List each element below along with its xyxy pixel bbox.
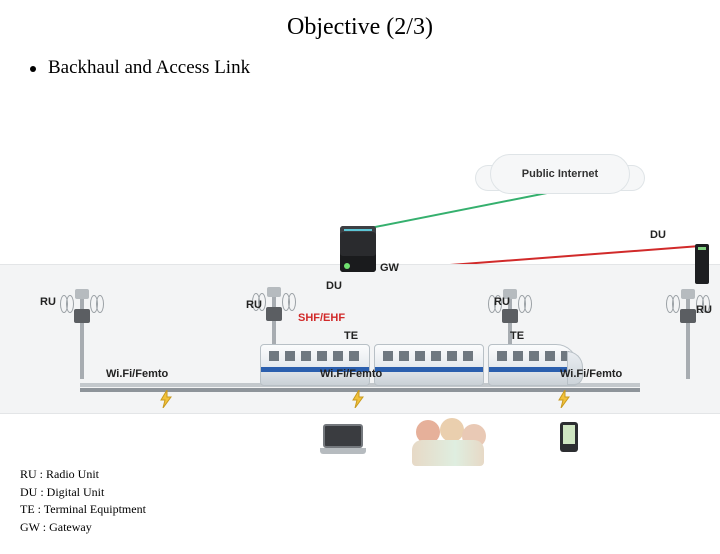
train [260,344,580,386]
internet-cloud: Public Internet [490,154,630,194]
ru-label-left: RU [40,296,56,308]
ru-pole-4 [686,299,690,379]
legend-du: DU : Digital Unit [20,484,146,501]
wifi-bolt-icon [556,390,572,408]
ru-label-mid: RU [494,296,510,308]
du-device-icon [695,244,709,284]
du-label-center: DU [326,280,342,292]
wifi-label-2: Wi.Fi/Femto [320,368,382,380]
page-title: Objective (2/3) [0,14,720,41]
shf-ehf-label: SHF/EHF [298,312,345,324]
wifi-bolt-icon [158,390,174,408]
bullet-line: Backhaul and Access Link [30,57,720,79]
wifi-bolt-icon [350,390,366,408]
te-label-right: TE [510,330,524,342]
legend-gw: GW : Gateway [20,519,146,536]
laptop-icon [320,424,366,454]
gw-label: GW [380,262,399,274]
ru-pole-1 [80,299,84,379]
legend-te: TE : Terminal Equiptment [20,501,146,518]
legend: RU : Radio Unit DU : Digital Unit TE : T… [20,466,146,536]
legend-ru: RU : Radio Unit [20,466,146,483]
diagram-stage: Public Internet DU GW DU RU RU [0,134,720,444]
ru-label-right: RU [696,304,712,316]
bullet-text: Backhaul and Access Link [48,57,250,78]
wifi-label-3: Wi.Fi/Femto [560,368,622,380]
ru-label-center: RU [246,299,262,311]
te-label-left: TE [344,330,358,342]
gateway-server-icon [340,226,376,272]
people-icon [410,418,490,468]
bullet-dot [30,66,36,72]
phone-icon [560,422,578,452]
wifi-label-1: Wi.Fi/Femto [106,368,168,380]
cloud-label: Public Internet [522,168,598,180]
du-label-top: DU [650,229,666,241]
